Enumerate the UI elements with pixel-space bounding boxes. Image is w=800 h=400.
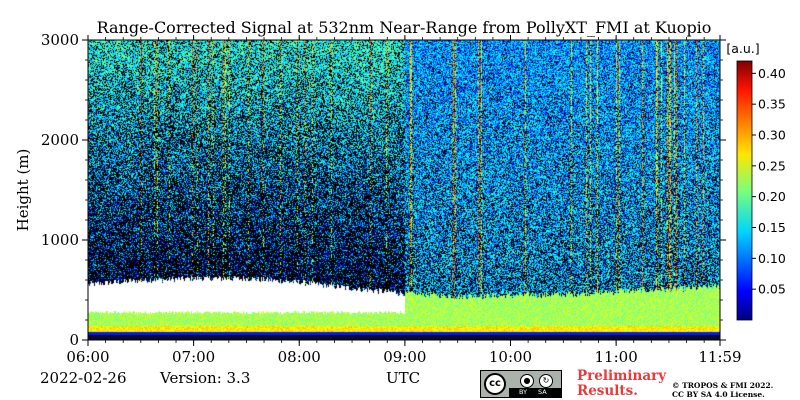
cc-license-badge: cc ● ↻ BY SA — [480, 370, 562, 398]
copyright-notice: © TROPOS & FMI 2022. CC BY SA 4.0 Licens… — [672, 381, 773, 399]
chart-title: Range-Corrected Signal at 532nm Near-Ran… — [97, 18, 712, 37]
colorbar-tick-label: 0.20 — [758, 189, 786, 204]
heatmap-image — [88, 40, 720, 340]
colorbar-tick-label: 0.35 — [758, 97, 786, 112]
license-sa: SA — [538, 388, 547, 396]
y-tick-label: 0 — [69, 331, 79, 349]
preliminary-notice: Preliminary Results. — [577, 369, 666, 399]
plot-frame — [87, 39, 721, 341]
x-axis-unit: UTC — [386, 369, 421, 387]
colorbar-tick-label: 0.10 — [758, 251, 786, 266]
y-axis-label: Height (m) — [14, 149, 32, 232]
share-alike-icon: ↻ — [539, 374, 553, 388]
x-axis: 06:00 07:00 08:00 09:00 10:00 11:00 11:59 — [66, 35, 742, 366]
colorbar-tick-label: 0.30 — [758, 128, 786, 143]
colorbar-ticks: 0.05 0.10 0.15 0.20 0.25 0.30 0.35 0.40 — [752, 66, 786, 297]
x-tick-label: 08:00 — [278, 348, 321, 366]
y-tick-label: 3000 — [41, 31, 79, 49]
colorbar-gradient — [736, 60, 753, 321]
footer-date: 2022-02-26 — [40, 369, 127, 387]
attribution-icon: ● — [520, 374, 534, 388]
preliminary-line-2: Results. — [577, 383, 638, 399]
x-tick-label: 11:59 — [698, 348, 741, 366]
license-by: BY — [519, 388, 528, 396]
colorbar-tick-label: 0.05 — [758, 282, 786, 297]
preliminary-line-1: Preliminary — [577, 368, 667, 384]
x-tick-label: 11:00 — [595, 348, 638, 366]
colorbar-tick-label: 0.40 — [758, 66, 786, 81]
colorbar-tick-label: 0.15 — [758, 220, 786, 235]
colorbar: [a.u.] 0.05 0.10 0.15 0.20 0.25 0.30 0.35 0.40 — [726, 41, 786, 321]
cc-icon: cc — [484, 373, 506, 395]
y-axis: 0 1000 2000 3000 — [41, 31, 726, 349]
y-tick-label: 2000 — [41, 131, 79, 149]
copyright-line-1: © TROPOS & FMI 2022. — [672, 381, 774, 390]
colorbar-label: [a.u.] — [726, 41, 759, 56]
colorbar-tick-label: 0.25 — [758, 158, 786, 173]
copyright-line-2: CC BY SA 4.0 License. — [672, 390, 765, 399]
plot-area — [87, 39, 721, 341]
x-tick-label: 07:00 — [172, 348, 215, 366]
footer-version: Version: 3.3 — [160, 369, 251, 387]
x-tick-label: 09:00 — [383, 348, 426, 366]
x-tick-label: 06:00 — [66, 348, 109, 366]
x-tick-label: 10:00 — [489, 348, 532, 366]
license-strip: BY SA — [509, 388, 561, 397]
y-tick-label: 1000 — [41, 231, 79, 249]
